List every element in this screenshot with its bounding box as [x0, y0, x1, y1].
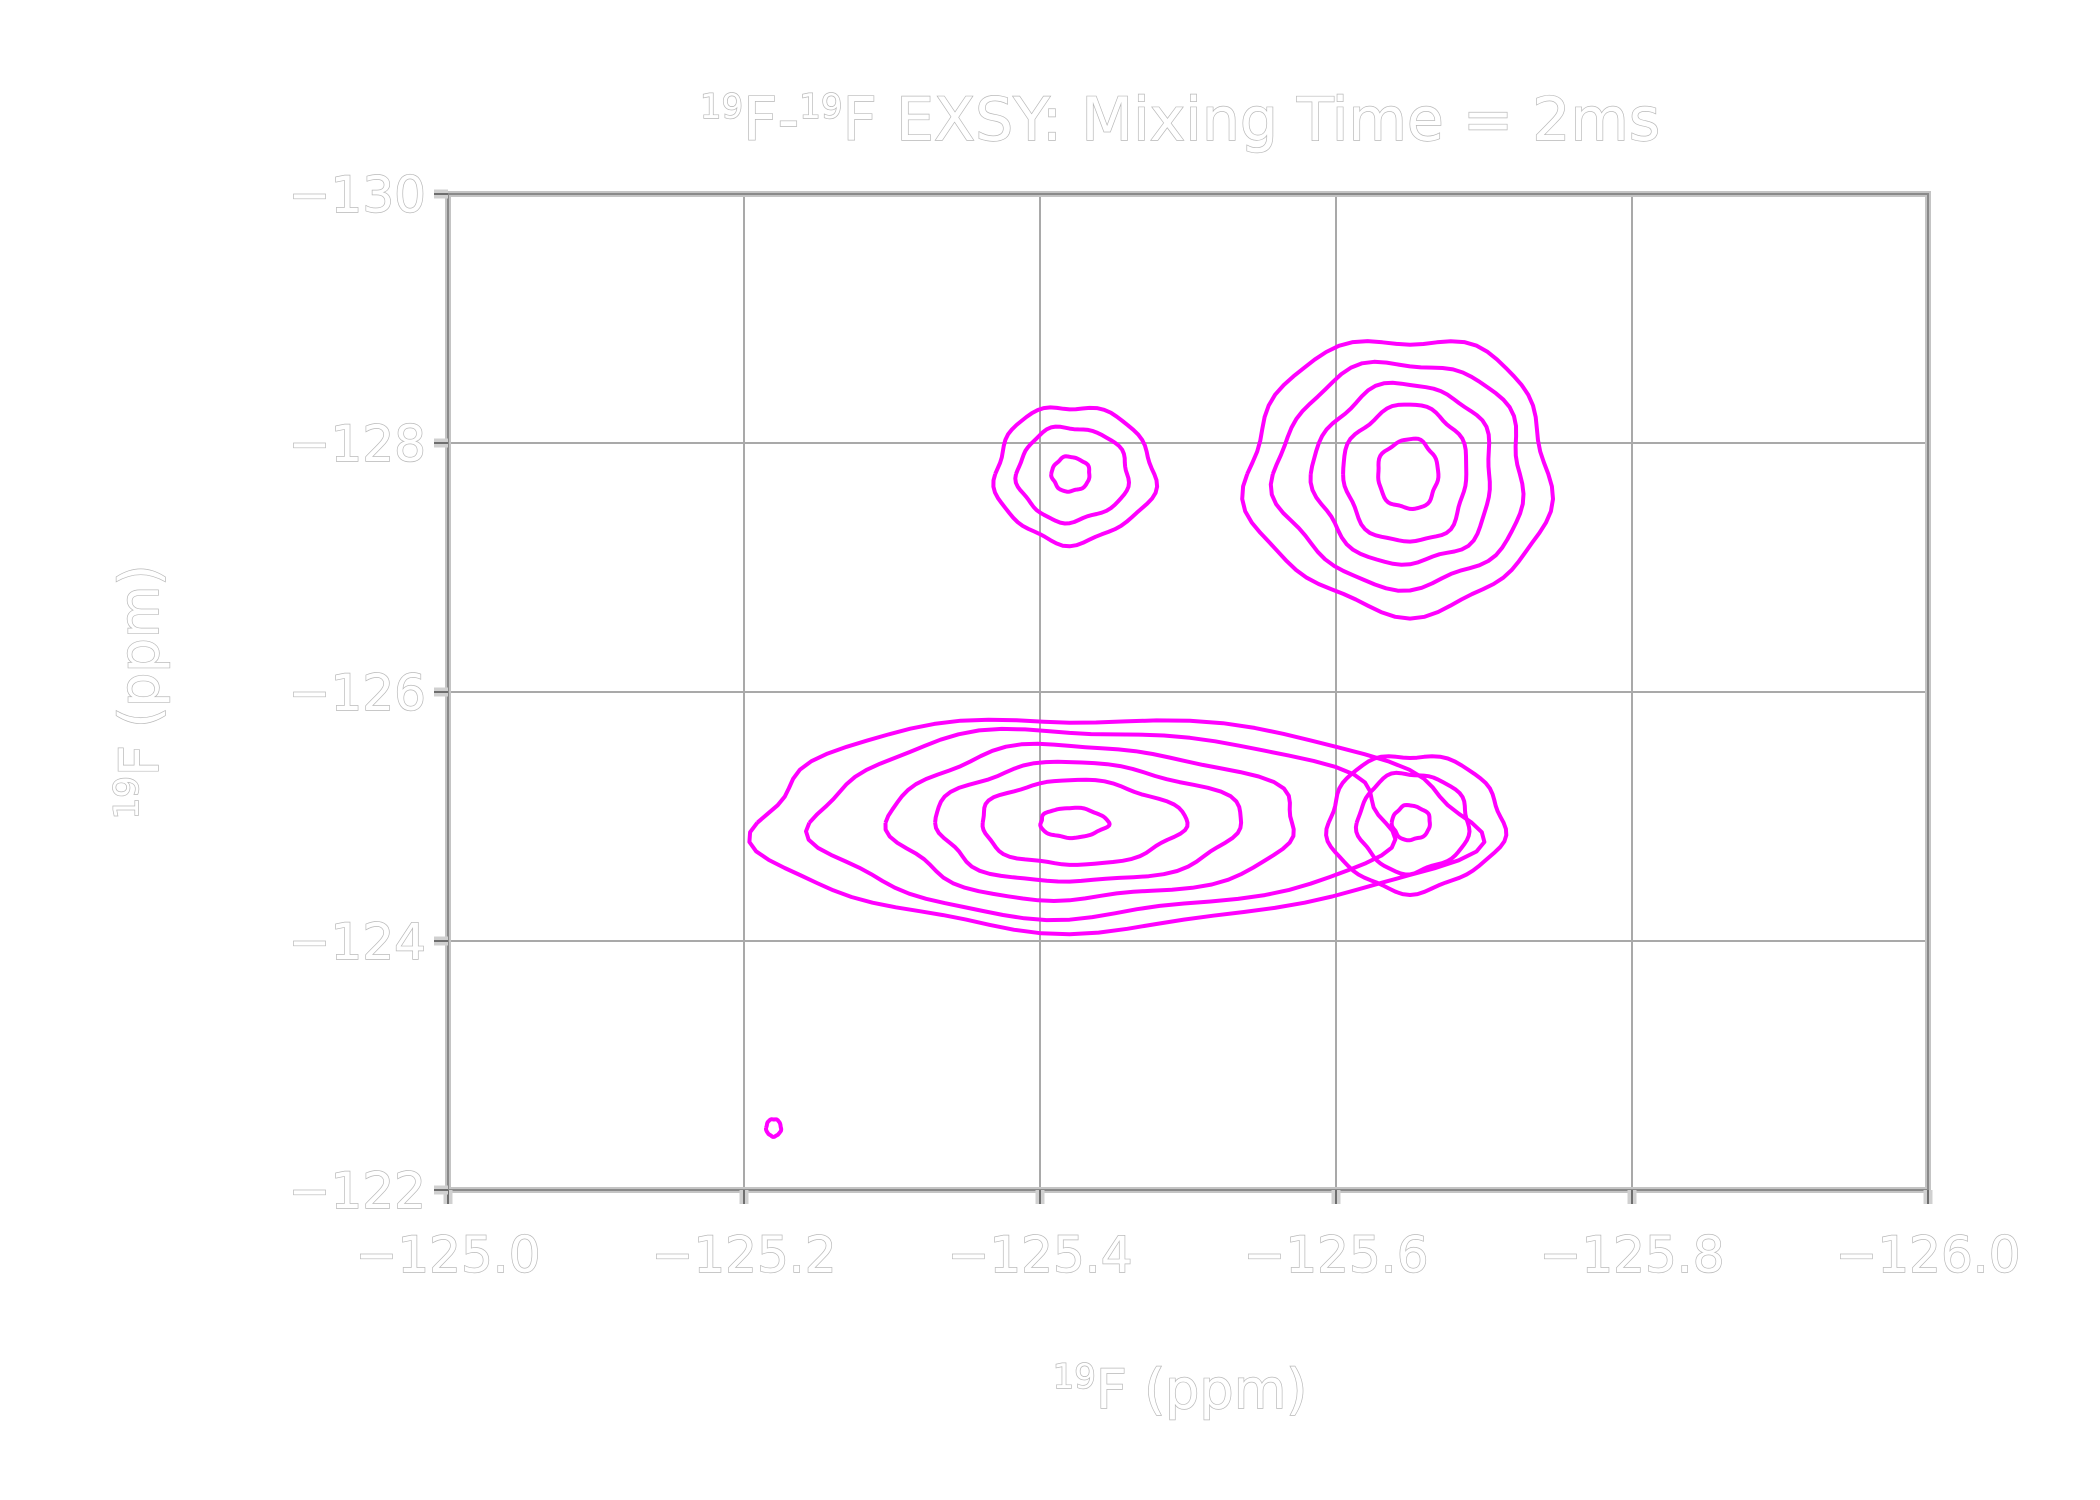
grid-lines	[448, 194, 1928, 1190]
contour-level	[1038, 805, 1112, 841]
y-tick-label: −130	[289, 166, 426, 224]
cross-peak-1	[991, 405, 1160, 549]
x-tick-label: −126.0	[1835, 1226, 2020, 1284]
contour-level	[764, 1117, 784, 1139]
contour-level	[747, 717, 1487, 937]
contour-level	[1268, 359, 1526, 593]
x-axis-ticks: −125.0 −125.2 −125.4 −125.6 −125.8 −126.0	[355, 1190, 2021, 1285]
diagonal-peak-1	[747, 717, 1487, 937]
y-axis-label: 19F (ppm)	[107, 565, 171, 820]
diagonal-peak-2	[1240, 339, 1555, 621]
contour-level	[991, 405, 1160, 549]
contour-level	[1308, 380, 1492, 567]
contour-level	[1341, 402, 1469, 544]
contour-level	[1353, 770, 1472, 877]
contour-level	[883, 741, 1296, 903]
cross-peak-2	[1324, 754, 1509, 897]
contour-plot	[747, 339, 1555, 1139]
contour-level	[980, 777, 1190, 867]
y-tick-label: −126	[289, 664, 426, 722]
noise-blip	[764, 1117, 784, 1139]
contour-level	[1013, 424, 1131, 526]
contour-level	[1389, 803, 1432, 843]
y-tick-label: −128	[289, 415, 426, 473]
y-tick-label: −122	[289, 1162, 426, 1220]
x-tick-label: −125.4	[947, 1226, 1132, 1284]
y-axis-ticks: −122 −124 −126 −128 −130	[288, 165, 448, 1221]
chart-title: 19F-19F EXSY: Mixing Time = 2ms	[700, 85, 1660, 155]
x-tick-label: −125.6	[1243, 1226, 1428, 1284]
x-tick-label: −125.0	[355, 1226, 540, 1284]
contour-level	[933, 759, 1244, 884]
contour-level	[1240, 339, 1555, 621]
x-tick-label: −125.2	[651, 1226, 836, 1284]
contour-level	[1376, 436, 1441, 511]
contour-level	[1324, 754, 1509, 897]
x-tick-label: −125.8	[1539, 1226, 1724, 1284]
x-axis-label: 19F (ppm)	[1053, 1357, 1308, 1421]
contour-level	[804, 726, 1398, 923]
contour-level	[1049, 454, 1092, 494]
y-tick-label: −124	[289, 913, 426, 971]
